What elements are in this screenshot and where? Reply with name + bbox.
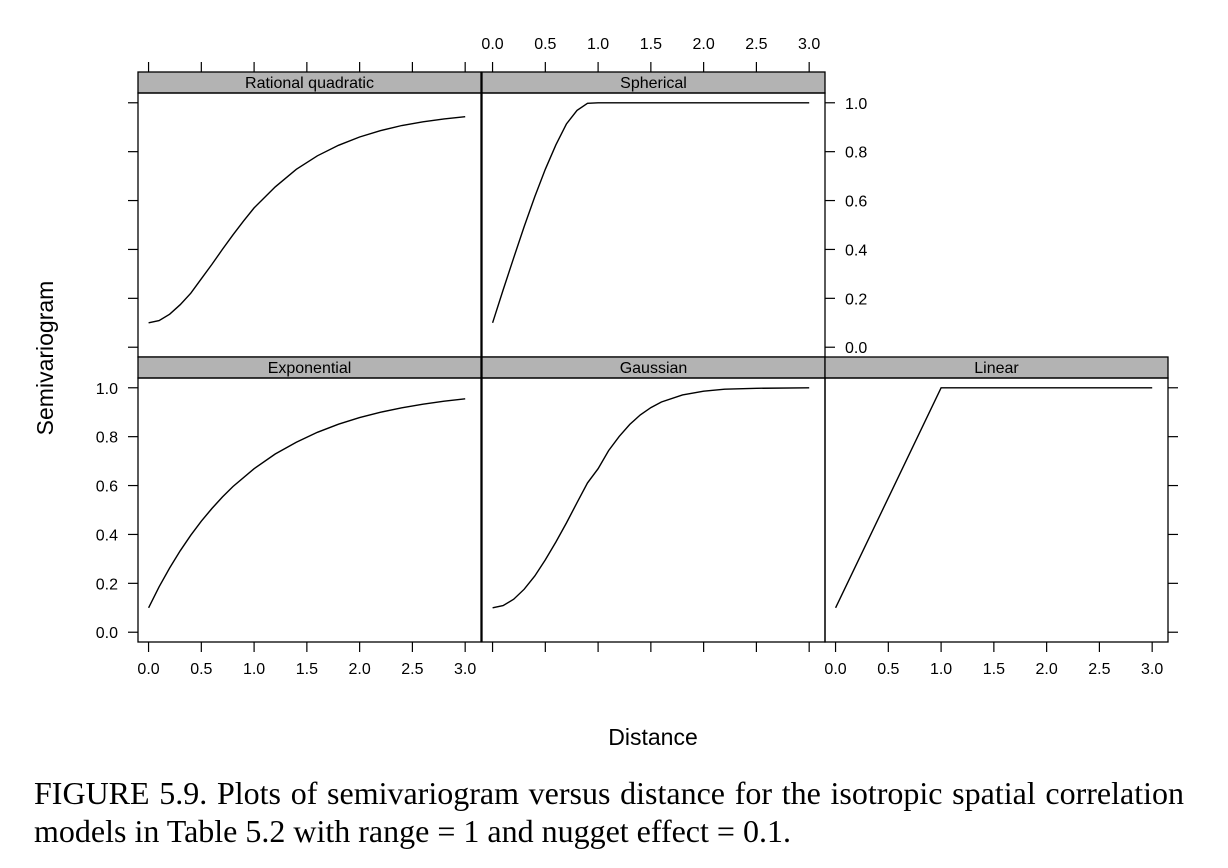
panel-plot-area xyxy=(481,377,826,643)
y-tick-label: 0.6 xyxy=(96,479,118,496)
x-tick-label: 0.5 xyxy=(534,36,556,53)
x-tick-label: 0.5 xyxy=(877,661,899,678)
panel-strip-label: Rational quadratic xyxy=(245,75,374,92)
x-tick-label: 1.0 xyxy=(587,36,609,53)
panel-exponential: Exponential 0.0 0.5 1.0 1.5 2.0 2.5 3.0 0.0 0.2 0.… xyxy=(96,356,482,678)
series-line xyxy=(148,116,466,324)
y-tick-label: 0.8 xyxy=(845,145,867,162)
y-tick-label: 0.0 xyxy=(845,340,867,357)
y-tick-label: 1.0 xyxy=(845,96,867,113)
x-tick-label: 0.5 xyxy=(190,661,212,678)
semivariogram-trellis-chart: Rational quadratic Spherical 0.0 0.5 1.0 1.5 2… xyxy=(32,36,1178,750)
series-line xyxy=(492,387,810,609)
x-tick-label: 2.5 xyxy=(1088,661,1110,678)
x-tick-label: 1.5 xyxy=(296,661,318,678)
panel-spherical: Spherical 0.0 0.5 1.0 1.5 2.0 2.5 3.0 0.0 0.2 0.4 0… xyxy=(481,36,867,358)
panel-linear: Linear 0.0 0.5 1.0 1.5 2.0 2.5 3.0 xyxy=(824,356,1178,678)
panel-strip-label: Gaussian xyxy=(620,360,688,377)
x-tick-label: 3.0 xyxy=(798,36,820,53)
x-tick-label: 3.0 xyxy=(1141,661,1163,678)
x-tick-label: 3.0 xyxy=(454,661,476,678)
panel-strip-label: Exponential xyxy=(268,360,352,377)
series-line xyxy=(147,398,466,609)
y-tick-label: 0.4 xyxy=(845,242,867,259)
y-tick-label: 0.4 xyxy=(96,527,118,544)
x-tick-label: 2.0 xyxy=(1036,661,1058,678)
panel-gaussian: Gaussian xyxy=(481,356,826,652)
panel-rational-quadratic: Rational quadratic xyxy=(128,62,482,358)
series-line xyxy=(834,387,1153,609)
x-tick-label: 1.0 xyxy=(930,661,952,678)
x-tick-label: 2.0 xyxy=(349,661,371,678)
x-tick-label: 1.5 xyxy=(983,661,1005,678)
panel-plot-area xyxy=(137,92,482,358)
y-tick-label: 0.8 xyxy=(96,430,118,447)
x-tick-label: 2.5 xyxy=(745,36,767,53)
x-tick-label: 0.0 xyxy=(481,36,503,53)
panels-layer: Rational quadratic Spherical 0.0 0.5 1.0 1.5 2… xyxy=(96,36,1178,678)
x-tick-label: 2.0 xyxy=(693,36,715,53)
y-tick-label: 0.2 xyxy=(845,291,867,308)
panel-strip-label: Linear xyxy=(974,360,1019,377)
panel-plot-area xyxy=(137,377,482,643)
y-tick-label: 0.6 xyxy=(845,194,867,211)
series-line xyxy=(491,102,810,324)
y-tick-label: 1.0 xyxy=(96,381,118,398)
panel-plot-area xyxy=(481,92,826,358)
x-tick-label: 2.5 xyxy=(401,661,423,678)
figure-caption: FIGURE 5.9. Plots of semivariogram versu… xyxy=(34,775,1184,849)
y-axis-label: Semivariogram xyxy=(32,281,58,436)
x-tick-label: 0.0 xyxy=(137,661,159,678)
panel-strip-label: Spherical xyxy=(620,75,687,92)
panel-plot-area xyxy=(824,377,1169,643)
y-tick-label: 0.2 xyxy=(96,576,118,593)
x-tick-label: 0.0 xyxy=(824,661,846,678)
x-axis-label: Distance xyxy=(608,724,697,750)
x-tick-label: 1.0 xyxy=(243,661,265,678)
y-tick-label: 0.0 xyxy=(96,625,118,642)
x-tick-label: 1.5 xyxy=(640,36,662,53)
